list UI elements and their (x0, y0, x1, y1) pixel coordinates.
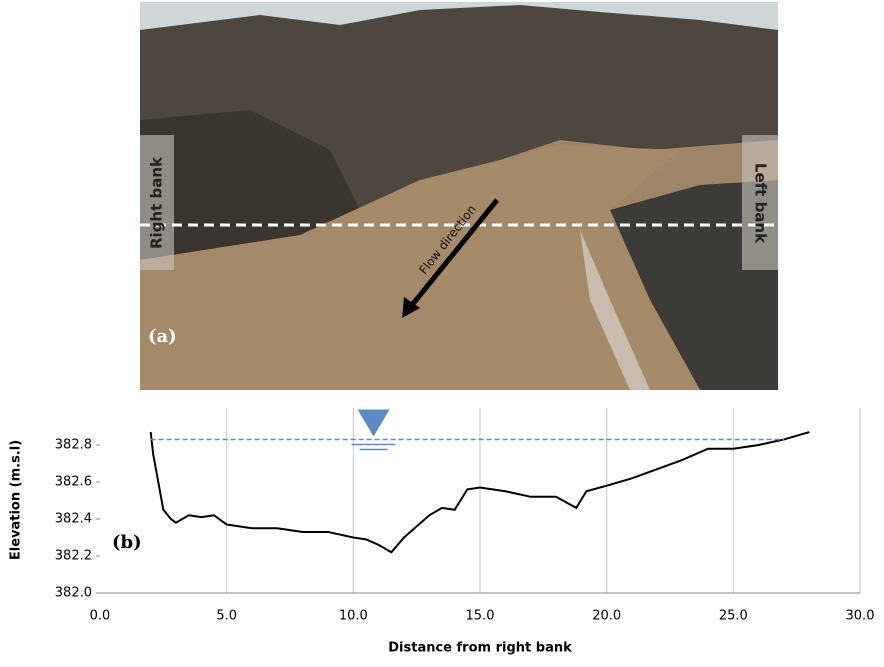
x-tick-label: 15.0 (466, 609, 495, 624)
bank-label: Left bank (752, 163, 770, 244)
x-tick-label: 5.0 (216, 609, 237, 624)
bank-label: Right bank (148, 156, 166, 249)
water-marker (358, 409, 390, 436)
x-tick-label: 30.0 (846, 609, 875, 624)
y-tick-label: 382.4 (55, 512, 92, 527)
y-tick-label: 382.6 (55, 475, 92, 490)
y-tick-label: 382.8 (55, 438, 92, 453)
x-tick-label: 25.0 (719, 609, 748, 624)
y-tick-label: 382.0 (55, 586, 92, 601)
figure: Flow direction Right bank Left bank (a) … (0, 0, 884, 663)
panel-label: (a) (148, 326, 177, 347)
panel-label: (b) (112, 532, 142, 553)
y-axis-title: Elevation (m.s.l) (9, 440, 24, 560)
x-axis-title: Distance from right bank (388, 641, 572, 656)
y-tick-label: 382.2 (55, 549, 92, 564)
x-tick-label: 20.0 (592, 609, 621, 624)
x-tick-label: 10.0 (339, 609, 368, 624)
x-tick-label: 0.0 (90, 609, 111, 624)
photo: Flow direction Right bank Left bank (a) (140, 2, 778, 390)
